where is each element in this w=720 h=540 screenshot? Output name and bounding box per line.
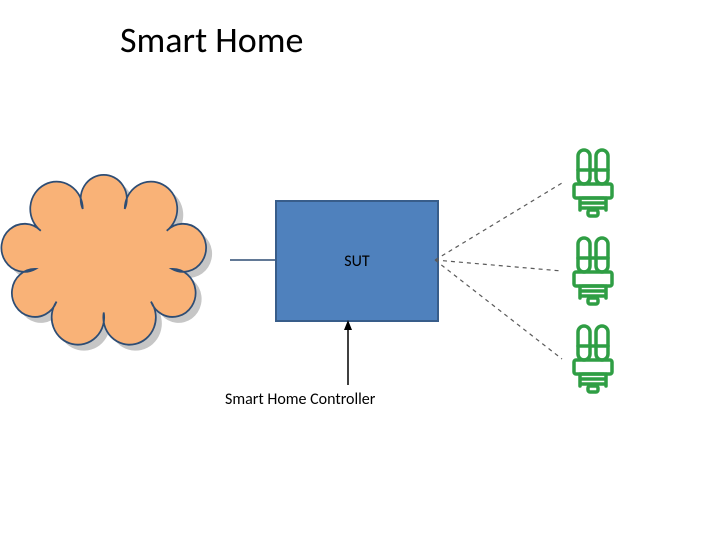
bulb-icons xyxy=(574,150,612,392)
sut-node: SUT xyxy=(275,200,439,322)
caption-arrow xyxy=(344,320,352,385)
page-title: Smart Home xyxy=(120,18,303,62)
sut-label: SUT xyxy=(344,252,369,271)
controller-caption: Smart Home Controller xyxy=(225,390,375,409)
diagram-canvas: Smart Home SUT Smart Home Controller xyxy=(0,0,720,540)
cloud-icon xyxy=(1,175,212,351)
dashed-connectors xyxy=(435,183,562,359)
